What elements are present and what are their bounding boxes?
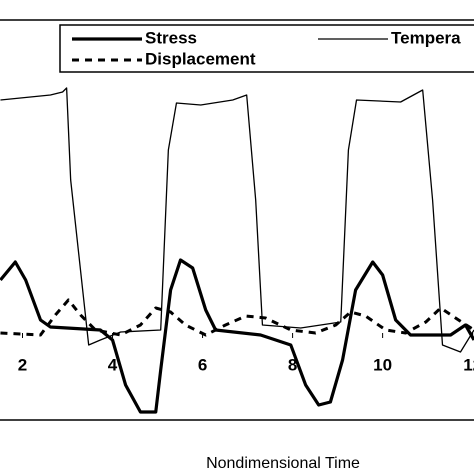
legend-label: Tempera <box>391 28 461 47</box>
x-tick-label: 6 <box>198 355 207 374</box>
series-line <box>0 258 474 414</box>
series-line <box>0 87 474 353</box>
x-axis-title: Nondimensional Time <box>206 455 360 472</box>
x-tick-label: 2 <box>18 355 27 374</box>
x-tick-label: 4 <box>108 355 118 374</box>
x-tick-label: 12 <box>463 355 474 374</box>
x-tick-label: 8 <box>288 355 297 374</box>
legend-label: Displacement <box>145 49 256 68</box>
legend-label: Stress <box>145 28 197 47</box>
legend-box <box>59 24 474 73</box>
x-tick-label: 10 <box>373 355 392 374</box>
series-line <box>0 298 474 337</box>
